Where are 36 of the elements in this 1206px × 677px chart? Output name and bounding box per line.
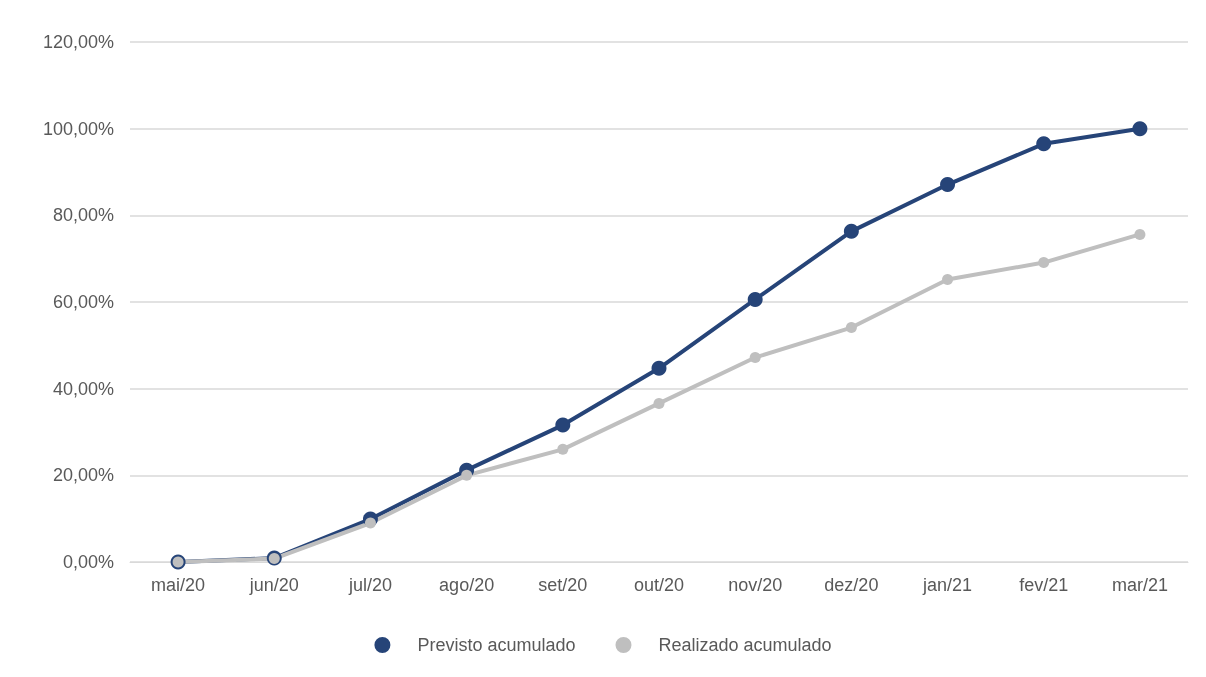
y-tick-label: 80,00% [52, 205, 114, 226]
y-tick-label: 0,00% [62, 552, 114, 572]
y-tick-label: 100,00% [42, 118, 114, 139]
point [747, 291, 763, 307]
legend-label: Realizado acumulado [658, 635, 832, 655]
x-tick-label: mar/21 [1111, 575, 1168, 595]
x-tick-label: jan/21 [922, 575, 973, 595]
x-tick-label: out/20 [633, 575, 685, 595]
point [845, 322, 857, 334]
x-tick-label: fev/21 [1019, 575, 1069, 595]
point [364, 517, 376, 529]
point [651, 360, 667, 376]
point [557, 443, 569, 455]
point [940, 177, 956, 193]
x-tick-label: dez/20 [824, 575, 879, 595]
x-tick-label: nov/20 [728, 575, 783, 595]
point [843, 223, 859, 239]
point [1036, 136, 1052, 152]
point [461, 469, 473, 481]
y-tick-label: 60,00% [52, 292, 114, 312]
point [555, 417, 571, 433]
x-tick-label: jun/20 [248, 575, 299, 595]
point [942, 273, 954, 285]
point [749, 351, 761, 363]
x-tick-label: ago/20 [439, 575, 495, 595]
x-tick-label: mai/20 [151, 575, 206, 595]
point [1132, 121, 1148, 137]
point [653, 397, 665, 409]
y-tick-label: 40,00% [52, 378, 114, 399]
point [1134, 228, 1146, 240]
y-tick-label: 120,00% [42, 32, 114, 52]
x-tick-label: set/20 [538, 575, 588, 595]
x-tick-label: jul/20 [347, 575, 392, 595]
point [1038, 257, 1050, 269]
legend-label: Previsto acumulado [417, 635, 576, 655]
y-tick-label: 20,00% [52, 465, 114, 486]
